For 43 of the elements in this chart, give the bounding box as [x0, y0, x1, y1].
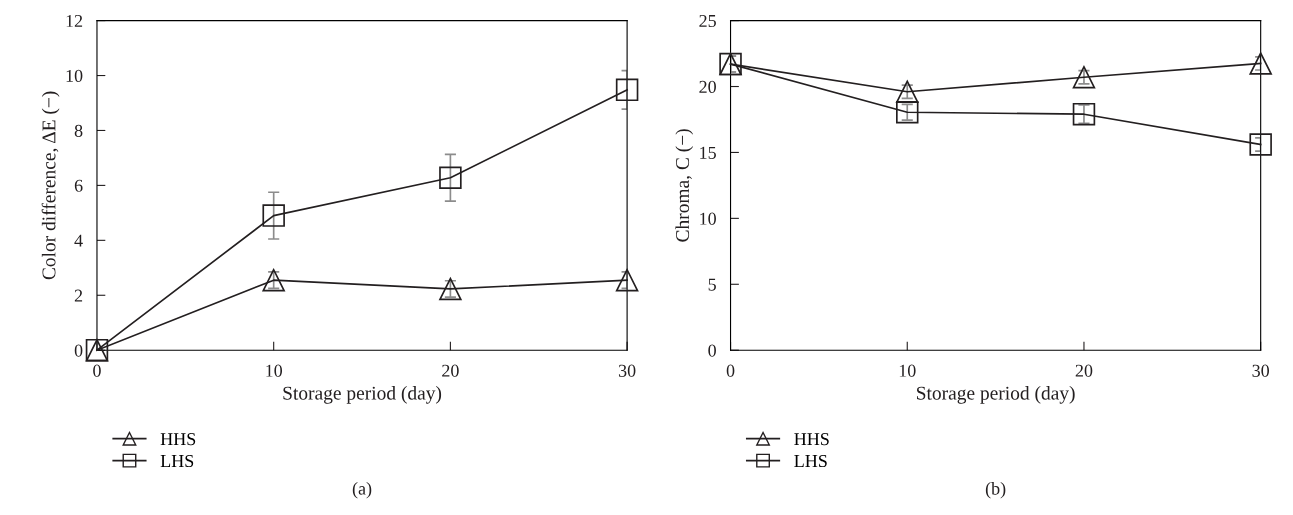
y-tick-label: 2	[74, 289, 83, 302]
x-axis-title: Storage period (day)	[283, 386, 442, 404]
x-tick-label: 0	[93, 364, 101, 377]
text: (a)	[352, 482, 372, 499]
y-axis-title: Chroma, C (−)	[675, 129, 694, 242]
x-axis-title: Storage period (day)	[917, 386, 1075, 404]
point	[1249, 133, 1272, 156]
legend-label: HHS	[160, 433, 196, 446]
point	[262, 204, 285, 227]
y-tick-label: 0	[74, 344, 83, 357]
x-tick-label: 10	[266, 364, 283, 377]
point	[439, 277, 462, 301]
legend-label: HHS	[794, 433, 829, 446]
y-tick-label: 6	[74, 179, 83, 192]
point	[1072, 102, 1096, 126]
y-tick-label: 0	[708, 344, 716, 357]
x-tick-label: 10	[899, 364, 916, 377]
point	[615, 268, 639, 292]
y-tick-label: 4	[74, 234, 83, 247]
x-tick-label: 30	[1252, 364, 1270, 377]
legend-label: LHS	[160, 454, 194, 468]
x-tick-label: 30	[618, 364, 636, 377]
y-tick-label: 20	[699, 80, 716, 93]
x-tick-label: 20	[442, 364, 459, 377]
legend-label: LHS	[794, 454, 827, 468]
x-tick-label: 20	[1075, 364, 1093, 377]
x-tick-label: 0	[726, 364, 735, 377]
y-tick-label: 8	[74, 124, 83, 137]
point	[1072, 66, 1096, 89]
point	[896, 80, 919, 104]
point	[439, 166, 462, 189]
y-tick-label: 5	[708, 278, 716, 291]
y-tick-label: 15	[700, 146, 716, 159]
point	[615, 78, 639, 102]
y-tick-label: 10	[700, 212, 716, 225]
y-tick-label: 10	[66, 69, 83, 82]
point	[1249, 52, 1272, 75]
point	[262, 268, 285, 292]
text: (b)	[985, 482, 1006, 499]
point	[896, 100, 919, 124]
y-tick-label: 12	[66, 14, 83, 27]
y-axis-title: Color difference, ΔE (−)	[41, 91, 60, 280]
y-tick-label: 25	[699, 14, 716, 28]
